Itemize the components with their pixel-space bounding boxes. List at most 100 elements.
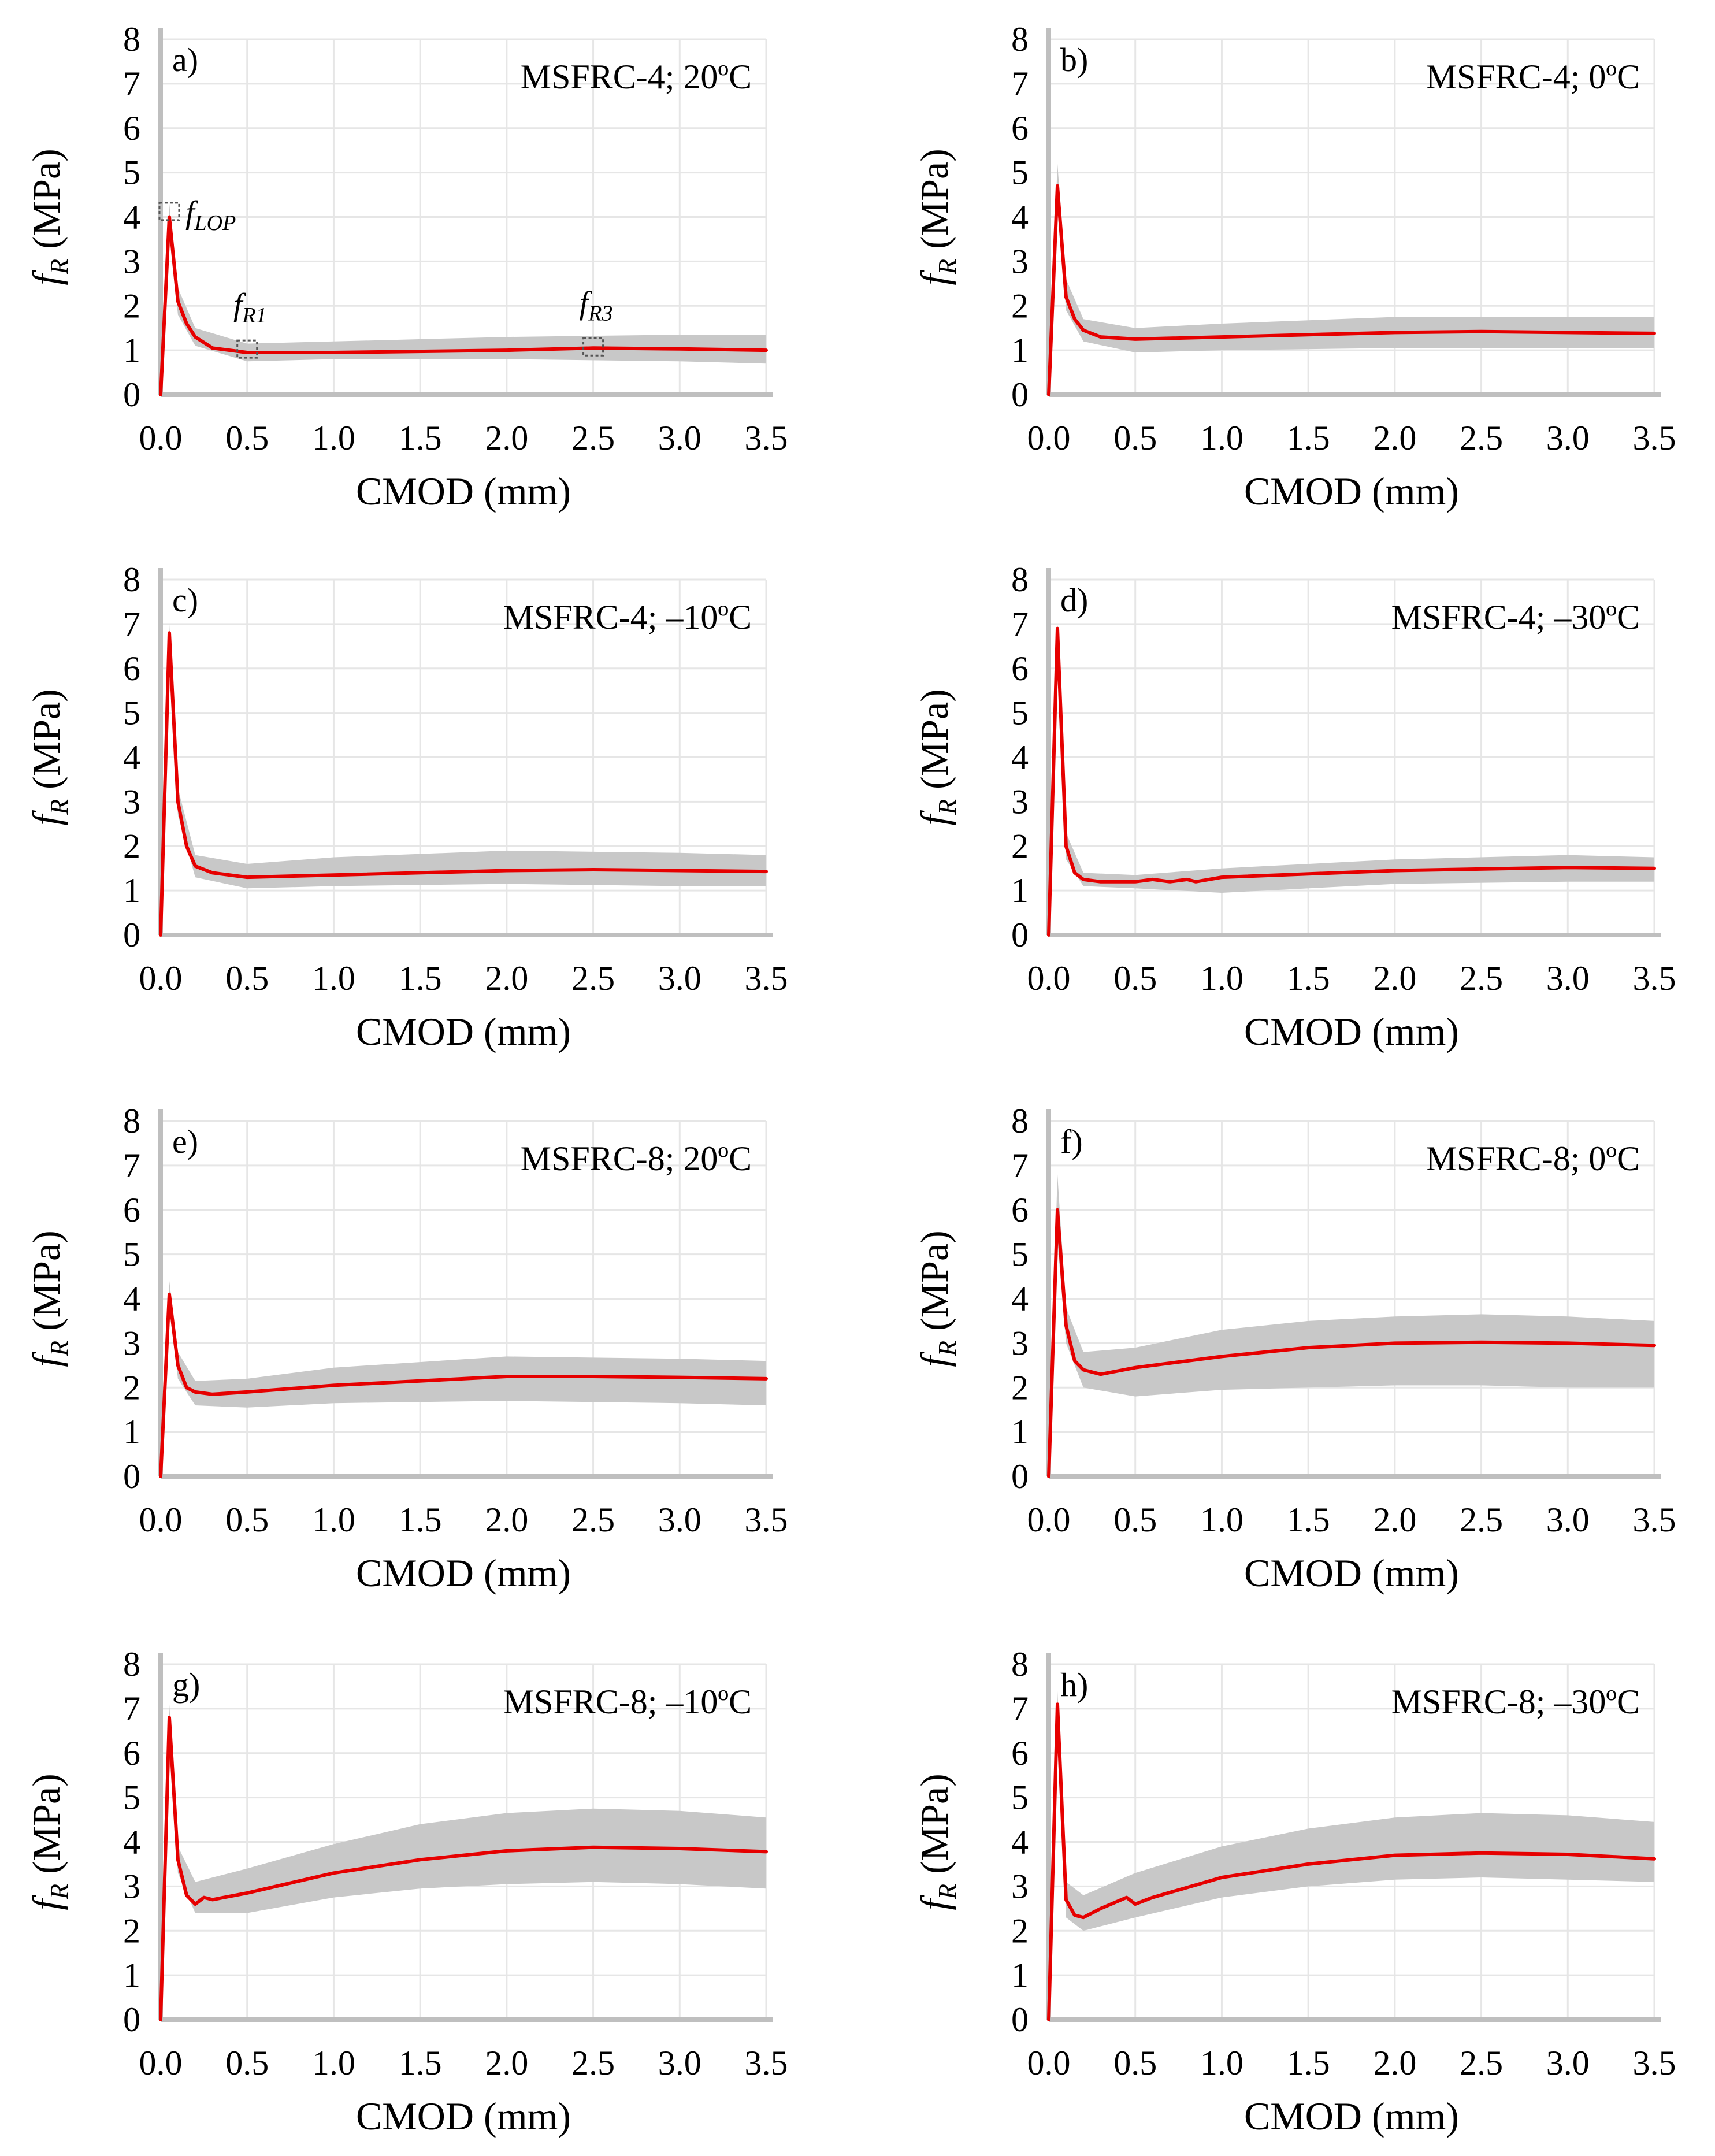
x-tick-label: 1.5 xyxy=(1287,419,1330,457)
y-axis-title-subscript: R xyxy=(933,1341,962,1357)
y-axis-title: fR (MPa) xyxy=(24,1773,73,1910)
x-tick-label: 2.0 xyxy=(1373,1501,1416,1539)
x-tick-label: 0.5 xyxy=(1113,2044,1157,2082)
y-tick-label: 5 xyxy=(123,154,140,192)
x-tick-label: 3.0 xyxy=(658,1501,701,1539)
y-tick-label: 1 xyxy=(1011,331,1029,369)
x-tick-label: 3.0 xyxy=(658,2044,701,2082)
y-tick-label: 0 xyxy=(1011,1457,1029,1496)
panel-title: MSFRC-8; –10ºC xyxy=(503,1683,752,1721)
y-tick-label: 6 xyxy=(123,109,140,147)
y-tick-label: 1 xyxy=(1011,871,1029,910)
x-tick-label: 2.5 xyxy=(1460,1501,1503,1539)
x-tick-label: 2.5 xyxy=(1460,419,1503,457)
annotation-label: fR3 xyxy=(580,285,613,325)
y-tick-label: 6 xyxy=(123,650,140,688)
x-tick-label: 0.0 xyxy=(139,959,183,997)
x-tick-label: 0.0 xyxy=(139,419,183,457)
x-tick-label: 3.0 xyxy=(1546,959,1590,997)
x-tick-label: 0.5 xyxy=(225,419,269,457)
y-tick-label: 3 xyxy=(123,242,140,280)
x-axis-title: CMOD (mm) xyxy=(356,1551,571,1595)
y-tick-label: 6 xyxy=(123,1734,140,1772)
y-tick-label: 4 xyxy=(1011,1280,1029,1318)
x-tick-label: 2.0 xyxy=(485,419,528,457)
x-tick-label: 0.5 xyxy=(225,959,269,997)
y-tick-label: 2 xyxy=(1011,1368,1029,1407)
x-axis-title: CMOD (mm) xyxy=(356,469,571,513)
x-tick-label: 3.5 xyxy=(745,959,788,997)
chart-panel-c: 0.0 0.5 1.0 1.5 2.0 2.5 3.0 3.5 0 1 2 3 4 5 6 7 8 CMOD (m… xyxy=(24,561,788,1053)
y-axis-title-unit: (MPa) xyxy=(912,689,956,799)
y-tick-label: 6 xyxy=(123,1191,140,1229)
x-tick-label: 0.5 xyxy=(1113,419,1157,457)
y-tick-label: 5 xyxy=(1011,694,1029,732)
panel-label: e) xyxy=(172,1123,198,1160)
panel-title: MSFRC-4; –10ºC xyxy=(503,598,752,636)
y-axis-title: fR (MPa) xyxy=(24,149,73,285)
y-axis-title-subscript: R xyxy=(45,259,73,275)
y-tick-label: 5 xyxy=(123,1235,140,1274)
y-axis-title-unit: (MPa) xyxy=(24,689,68,799)
x-tick-label: 2.5 xyxy=(1460,959,1503,997)
panel-title: MSFRC-4; –30ºC xyxy=(1391,598,1640,636)
y-axis-title-unit: (MPa) xyxy=(24,1230,68,1341)
y-tick-label: 8 xyxy=(1011,561,1029,599)
x-tick-label: 1.0 xyxy=(312,959,355,997)
y-tick-label: 2 xyxy=(123,287,140,325)
x-tick-label: 1.0 xyxy=(312,419,355,457)
annotation-label: fR1 xyxy=(233,287,267,328)
y-axis-title: fR (MPa) xyxy=(912,1230,962,1367)
panel-label: a) xyxy=(172,41,198,79)
x-tick-label: 2.0 xyxy=(1373,959,1416,997)
y-tick-label: 5 xyxy=(123,1779,140,1817)
x-axis-title: CMOD (mm) xyxy=(356,1010,571,1053)
x-tick-label: 3.0 xyxy=(1546,2044,1590,2082)
x-tick-label: 3.5 xyxy=(1633,419,1676,457)
y-tick-label: 4 xyxy=(123,739,140,777)
x-tick-label: 0.0 xyxy=(1027,1501,1071,1539)
y-tick-label: 8 xyxy=(123,20,140,58)
y-tick-label: 0 xyxy=(123,916,140,954)
y-tick-label: 6 xyxy=(1011,1734,1029,1772)
y-tick-label: 3 xyxy=(123,1867,140,1905)
y-tick-label: 3 xyxy=(1011,1867,1029,1905)
y-tick-label: 1 xyxy=(1011,1413,1029,1451)
y-tick-label: 2 xyxy=(1011,287,1029,325)
envelope-band xyxy=(1049,624,1654,935)
y-axis-title-unit: (MPa) xyxy=(912,1230,956,1341)
mean-series-line xyxy=(1047,1208,1656,1478)
x-tick-label: 0.0 xyxy=(139,1501,183,1539)
panel-label: f) xyxy=(1060,1123,1083,1160)
panel-label: g) xyxy=(172,1666,200,1704)
y-tick-label: 3 xyxy=(123,782,140,821)
mean-series-line xyxy=(1047,1702,1656,2021)
x-tick-label: 2.5 xyxy=(571,959,615,997)
x-tick-label: 2.5 xyxy=(571,419,615,457)
x-tick-label: 3.5 xyxy=(1633,1501,1676,1539)
x-axis-title: CMOD (mm) xyxy=(1244,1551,1459,1595)
panel-title: MSFRC-4; 20ºC xyxy=(521,58,752,96)
panel-title: MSFRC-8; 20ºC xyxy=(521,1140,752,1178)
panel-title: MSFRC-8; –30ºC xyxy=(1391,1683,1640,1721)
y-tick-label: 1 xyxy=(123,871,140,910)
y-tick-label: 7 xyxy=(1011,605,1029,643)
mean-series-line xyxy=(159,215,768,396)
envelope-band xyxy=(161,1704,766,2020)
y-axis-title-unit: (MPa) xyxy=(24,149,68,259)
y-tick-label: 5 xyxy=(123,694,140,732)
y-axis-title-subscript: R xyxy=(45,799,73,815)
y-tick-label: 4 xyxy=(1011,198,1029,236)
x-tick-label: 1.0 xyxy=(1200,419,1243,457)
x-tick-label: 0.0 xyxy=(1027,2044,1071,2082)
chart-panel-b: 0.0 0.5 1.0 1.5 2.0 2.5 3.0 3.5 0 1 2 3 4 5 6 7 8 CMOD (m… xyxy=(912,20,1676,513)
y-tick-label: 2 xyxy=(123,827,140,865)
x-tick-label: 3.0 xyxy=(658,959,701,997)
x-tick-label: 1.0 xyxy=(1200,959,1243,997)
mean-series-line xyxy=(1047,184,1656,396)
x-tick-label: 1.0 xyxy=(1200,1501,1243,1539)
x-tick-label: 3.5 xyxy=(745,419,788,457)
panel-title: MSFRC-4; 0ºC xyxy=(1426,58,1640,96)
y-tick-label: 6 xyxy=(1011,1191,1029,1229)
envelope-band xyxy=(1049,1174,1654,1476)
